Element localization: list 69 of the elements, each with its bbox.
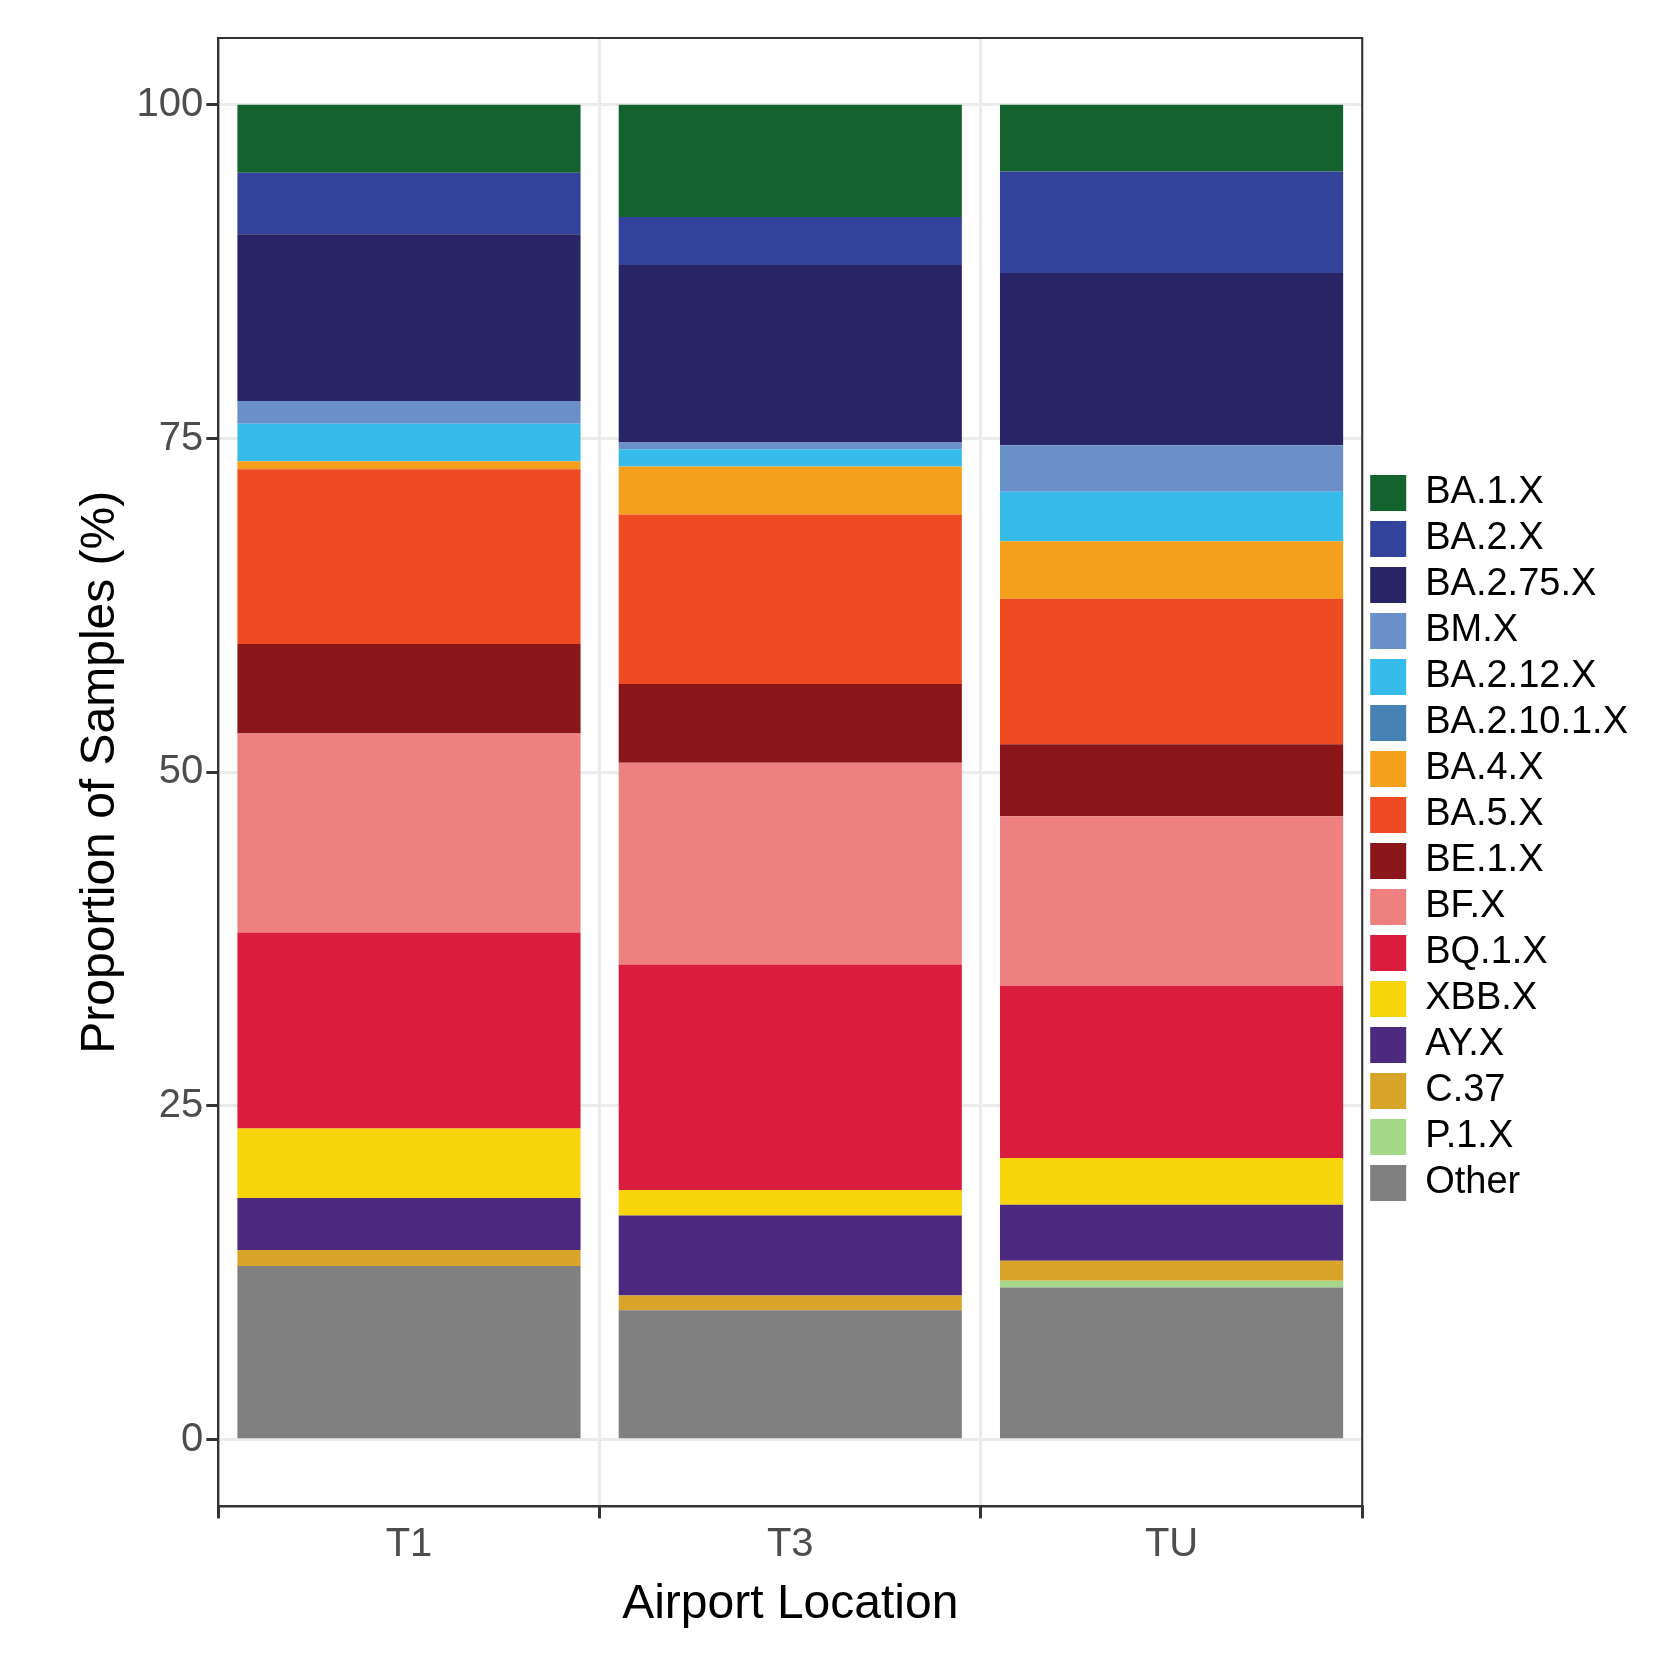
bar	[999, 541, 1344, 599]
bar	[237, 234, 581, 402]
bar	[618, 514, 962, 685]
bar	[999, 744, 1344, 817]
bar	[999, 171, 1344, 273]
legend-label: BA.2.75.X	[1425, 561, 1597, 604]
x-axis-title: Airport Location	[622, 1575, 959, 1629]
bar	[237, 733, 581, 933]
bar	[999, 1157, 1344, 1205]
bar	[999, 598, 1344, 745]
legend-label: BA.2.X	[1425, 515, 1544, 558]
bar	[999, 104, 1344, 172]
bar	[237, 1128, 581, 1199]
legend-label: BA.2.12.X	[1425, 653, 1597, 696]
bar	[237, 932, 581, 1129]
bar	[237, 469, 581, 645]
y-tick-label: 0	[181, 1414, 204, 1459]
y-tick-label: 50	[158, 747, 204, 792]
legend-label: C.37	[1425, 1067, 1506, 1110]
legend-label: BA.5.X	[1425, 791, 1544, 834]
bar	[618, 1190, 962, 1216]
x-tick-label: TU	[1144, 1520, 1199, 1565]
bar	[237, 1250, 581, 1267]
bar	[237, 461, 581, 470]
legend-label: AY.X	[1425, 1021, 1505, 1064]
legend-label: BA.4.X	[1425, 745, 1544, 788]
legend-label: XBB.X	[1425, 975, 1538, 1018]
bar	[999, 1280, 1344, 1288]
bar	[618, 762, 962, 965]
y-tick-label: 75	[158, 413, 204, 458]
bar	[999, 272, 1344, 446]
bar	[999, 491, 1344, 542]
y-axis-title: Proportion of Samples (%)	[71, 490, 125, 1054]
bar	[999, 816, 1344, 986]
legend-label: BE.1.X	[1425, 837, 1544, 880]
legend-label: BQ.1.X	[1425, 929, 1548, 972]
y-tick-label: 100	[136, 79, 204, 124]
legend-label: BA.1.X	[1425, 469, 1544, 512]
bar	[618, 684, 962, 763]
legend-label: BF.X	[1425, 883, 1506, 926]
bar	[618, 1295, 962, 1311]
bar	[999, 985, 1344, 1158]
bar	[237, 1266, 581, 1439]
bar	[999, 1204, 1344, 1261]
bar	[618, 1310, 962, 1439]
bar	[618, 216, 962, 265]
bar	[618, 449, 962, 467]
bar	[999, 1287, 1344, 1439]
bar	[618, 964, 962, 1191]
bar	[618, 466, 962, 515]
legend-label: BA.2.10.1.X	[1425, 699, 1629, 742]
bar	[618, 264, 962, 443]
bar	[999, 1260, 1344, 1281]
bar	[618, 442, 962, 450]
bar	[237, 104, 581, 173]
x-tick-label: T3	[766, 1520, 814, 1565]
bar	[999, 445, 1344, 492]
bar	[618, 1215, 962, 1296]
bar	[237, 172, 581, 235]
bar	[237, 644, 581, 734]
bar	[237, 1198, 581, 1251]
bar	[618, 104, 962, 217]
x-tick-label: T1	[385, 1520, 433, 1565]
bar	[237, 423, 581, 462]
bar	[237, 401, 581, 424]
y-tick-label: 25	[158, 1080, 204, 1125]
legend-label: P.1.X	[1425, 1113, 1514, 1156]
legend-label: Other	[1425, 1159, 1521, 1202]
legend-label: BM.X	[1425, 607, 1519, 650]
